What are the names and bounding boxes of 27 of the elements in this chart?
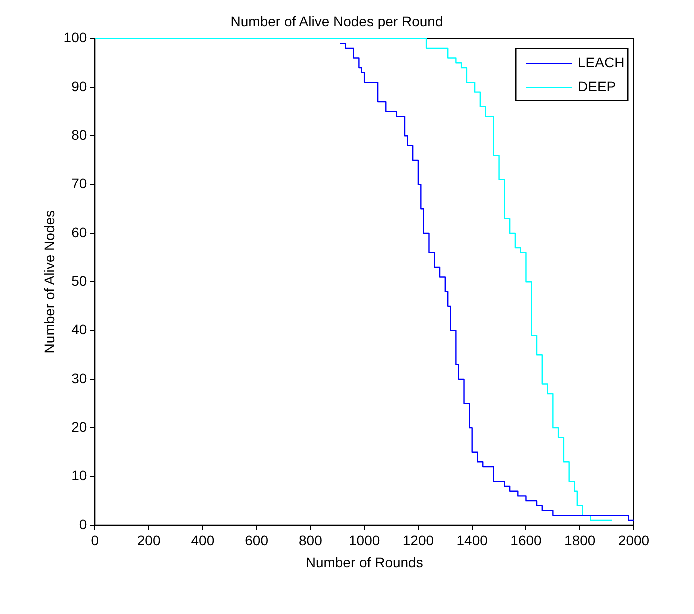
x-axis-title: Number of Rounds <box>306 554 424 570</box>
x-tick-label: 800 <box>299 532 323 549</box>
x-tick-label: 400 <box>191 532 215 549</box>
y-tick-label: 60 <box>72 224 88 240</box>
x-tick-label: 1800 <box>564 532 596 549</box>
y-tick-label: 40 <box>72 322 88 338</box>
x-tick-label: 1400 <box>456 532 488 549</box>
y-tick-label: 70 <box>72 176 88 192</box>
x-tick-label: 600 <box>245 532 269 549</box>
legend-label: DEEP <box>578 78 616 95</box>
y-tick-label: 50 <box>72 272 88 289</box>
y-tick-label: 100 <box>64 30 88 46</box>
x-tick-label: 200 <box>137 532 161 549</box>
x-tick-label: 2000 <box>618 532 650 549</box>
chart-title: Number of Alive Nodes per Round <box>230 13 444 30</box>
y-tick-label: 30 <box>72 370 88 386</box>
y-tick-label: 0 <box>79 516 88 532</box>
y-tick-label: 90 <box>72 78 88 94</box>
legend-label: LEACH <box>578 54 625 71</box>
y-axis-title: Number of Alive Nodes <box>41 210 58 354</box>
x-tick-label: 1200 <box>402 532 434 549</box>
x-tick-label: 0 <box>91 532 100 549</box>
x-tick-label: 1600 <box>510 532 542 549</box>
x-tick-label: 1000 <box>349 532 380 549</box>
y-tick-label: 20 <box>72 418 88 435</box>
y-tick-label: 10 <box>72 468 88 484</box>
y-tick-label: 80 <box>72 126 88 143</box>
